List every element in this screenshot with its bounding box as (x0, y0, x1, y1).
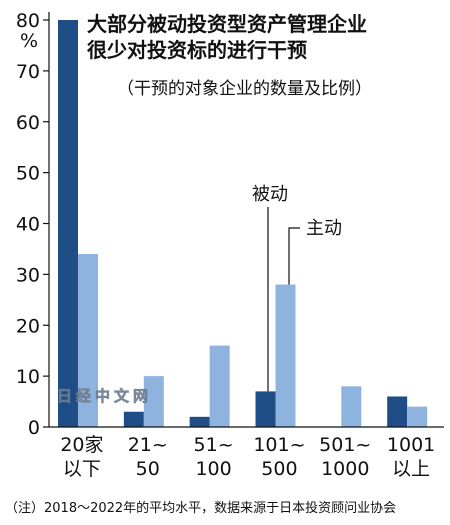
watermark: 日经中文网 (57, 387, 152, 405)
chart-title-line: 很少对投资标的进行干预 (87, 38, 307, 62)
x-tick-label-2: 51~ 100 (194, 434, 234, 480)
x-tick-label-4: 501~ 1000 (319, 434, 371, 480)
y-tick-label-30: 30 (16, 264, 40, 286)
chart-title: 大部分被动投资型资产管理企业很少对投资标的进行干预 (87, 12, 367, 62)
x-tick-label-line: 101~ (253, 434, 305, 456)
bar-active-5 (407, 406, 428, 427)
bars-layer (58, 20, 428, 427)
bar-active-4 (341, 386, 362, 427)
x-tick-label-1: 21~ 50 (128, 434, 168, 480)
x-tick-label-line: 51~ (194, 434, 234, 456)
x-tick-label-line: 以下 (63, 458, 101, 480)
x-tick-label-line: 1001 (387, 434, 435, 456)
y-tick-label-60: 60 (16, 112, 40, 134)
annotation-layer: 大部分被动投资型资产管理企业很少对投资标的进行干预 （干预的对象企业的数量及比例）… (5, 12, 396, 516)
x-tick-label-line: 500 (261, 458, 297, 480)
y-tick-label-10: 10 (16, 366, 40, 388)
bar-passive-2 (189, 416, 210, 427)
x-tick-label-line: 21~ (128, 434, 168, 456)
legend-label-passive: 被动 (252, 184, 288, 205)
y-axis-label: % (20, 30, 38, 52)
y-tick-label-80: 80 (16, 10, 40, 32)
chart-subtitle: （干预的对象企业的数量及比例） (117, 79, 372, 99)
bar-active-1 (143, 376, 164, 427)
footnote: （注）2018～2022年的平均水平，数据来源于日本投资顾问业协会 (5, 500, 396, 516)
bar-active-2 (209, 345, 230, 427)
y-tick-label-50: 50 (16, 163, 40, 185)
bar-active-0 (78, 254, 98, 427)
bar-active-3 (275, 284, 296, 427)
bar-passive-0 (58, 20, 78, 427)
x-tick-label-line: 501~ (319, 434, 371, 456)
x-tick-label-line: 20家 (60, 434, 103, 456)
bar-passive-3 (255, 391, 276, 427)
legend-label-active: 主动 (306, 218, 342, 239)
x-tick-label-line: 1000 (321, 458, 369, 480)
y-tick-label-70: 70 (16, 61, 40, 83)
chart-title-line: 大部分被动投资型资产管理企业 (87, 12, 367, 36)
x-tick-label-5: 1001 以上 (387, 434, 435, 480)
x-tick-label-0: 20家以下 (60, 434, 103, 480)
legend-leader-active (288, 227, 300, 285)
y-tick-label-20: 20 (16, 315, 40, 337)
y-tick-label-0: 0 (28, 417, 40, 439)
y-tick-label-40: 40 (16, 214, 40, 236)
bar-passive-5 (387, 396, 408, 427)
bar-passive-1 (123, 411, 144, 427)
x-tick-label-3: 101~ 500 (253, 434, 305, 480)
x-tick-label-line: 以上 (392, 458, 430, 480)
x-tick-label-line: 100 (195, 458, 231, 480)
x-tick-label-line: 50 (136, 458, 160, 480)
